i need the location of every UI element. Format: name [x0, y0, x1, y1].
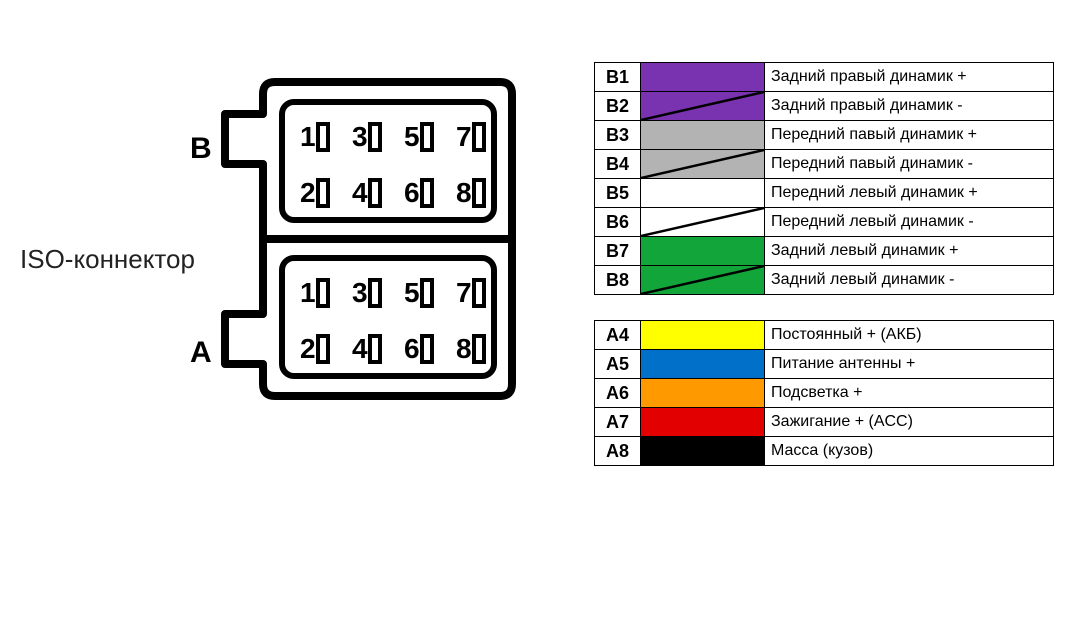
- svg-text:3: 3: [352, 121, 368, 152]
- legend-pin: B6: [595, 208, 641, 236]
- legend-swatch: [641, 350, 765, 378]
- legend-pin: B7: [595, 237, 641, 265]
- legend-row: B6 Передний левый динамик -: [594, 207, 1054, 237]
- section-a-label: A: [190, 336, 212, 370]
- svg-text:7: 7: [456, 277, 472, 308]
- svg-text:1: 1: [300, 277, 316, 308]
- legend-pin: A5: [595, 350, 641, 378]
- connector-title: ISO-коннектор: [20, 244, 195, 275]
- legend-row: B7 Задний левый динамик +: [594, 236, 1054, 266]
- legend-row: B3 Передний павый динамик +: [594, 120, 1054, 150]
- svg-text:7: 7: [456, 121, 472, 152]
- svg-text:5: 5: [404, 277, 420, 308]
- legend-desc: Масса (кузов): [765, 437, 1053, 465]
- legend-row: A7 Зажигание + (ACC): [594, 407, 1054, 437]
- legend-pin: A4: [595, 321, 641, 349]
- legend-desc: Задний правый динамик -: [765, 92, 1053, 120]
- legend-row: A4 Постоянный + (АКБ): [594, 320, 1054, 350]
- legend-desc: Подсветка +: [765, 379, 1053, 407]
- legend-swatch: [641, 63, 765, 91]
- svg-text:8: 8: [456, 177, 472, 208]
- svg-text:2: 2: [300, 177, 316, 208]
- legend-row: A8 Масса (кузов): [594, 436, 1054, 466]
- legend-pin: B8: [595, 266, 641, 294]
- svg-text:3: 3: [352, 277, 368, 308]
- legend-desc: Задний левый динамик +: [765, 237, 1053, 265]
- legend-desc: Задний правый динамик +: [765, 63, 1053, 91]
- legend-pin: A7: [595, 408, 641, 436]
- legend-desc: Передний левый динамик -: [765, 208, 1053, 236]
- legend-desc: Зажигание + (ACC): [765, 408, 1053, 436]
- legend-row: B5 Передний левый динамик +: [594, 178, 1054, 208]
- section-b-label: B: [190, 132, 212, 166]
- legend-pin: B2: [595, 92, 641, 120]
- legend-swatch: [641, 208, 765, 236]
- legend-row: B4 Передний павый динамик -: [594, 149, 1054, 179]
- legend-swatch: [641, 121, 765, 149]
- legend-row: B8 Задний левый динамик -: [594, 265, 1054, 295]
- legend-desc: Питание антенны +: [765, 350, 1053, 378]
- legend-swatch: [641, 92, 765, 120]
- legend-row: A5 Питание антенны +: [594, 349, 1054, 379]
- legend-swatch: [641, 408, 765, 436]
- legend-pin: B1: [595, 63, 641, 91]
- legend-desc: Задний левый динамик -: [765, 266, 1053, 294]
- legend-swatch: [641, 379, 765, 407]
- legend-swatch: [641, 179, 765, 207]
- legend-pin: B5: [595, 179, 641, 207]
- svg-text:4: 4: [352, 177, 368, 208]
- svg-text:6: 6: [404, 333, 420, 364]
- legend-desc: Передний павый динамик -: [765, 150, 1053, 178]
- legend-pin: B3: [595, 121, 641, 149]
- legend-pin: A8: [595, 437, 641, 465]
- svg-text:8: 8: [456, 333, 472, 364]
- svg-text:2: 2: [300, 333, 316, 364]
- legend-desc: Передний павый динамик +: [765, 121, 1053, 149]
- legend-row: B2 Задний правый динамик -: [594, 91, 1054, 121]
- svg-text:4: 4: [352, 333, 368, 364]
- legend-pin: A6: [595, 379, 641, 407]
- legend-row: A6 Подсветка +: [594, 378, 1054, 408]
- legend-desc: Постоянный + (АКБ): [765, 321, 1053, 349]
- legend-swatch: [641, 321, 765, 349]
- svg-text:6: 6: [404, 177, 420, 208]
- legend-swatch: [641, 150, 765, 178]
- legend-pin: B4: [595, 150, 641, 178]
- svg-text:1: 1: [300, 121, 316, 152]
- svg-text:5: 5: [404, 121, 420, 152]
- legend-swatch: [641, 437, 765, 465]
- legend-swatch: [641, 237, 765, 265]
- legend-row: B1 Задний правый динамик +: [594, 62, 1054, 92]
- pinout-legend: B1 Задний правый динамик + B2 Задний правый…: [594, 62, 1054, 465]
- legend-desc: Передний левый динамик +: [765, 179, 1053, 207]
- legend-swatch: [641, 266, 765, 294]
